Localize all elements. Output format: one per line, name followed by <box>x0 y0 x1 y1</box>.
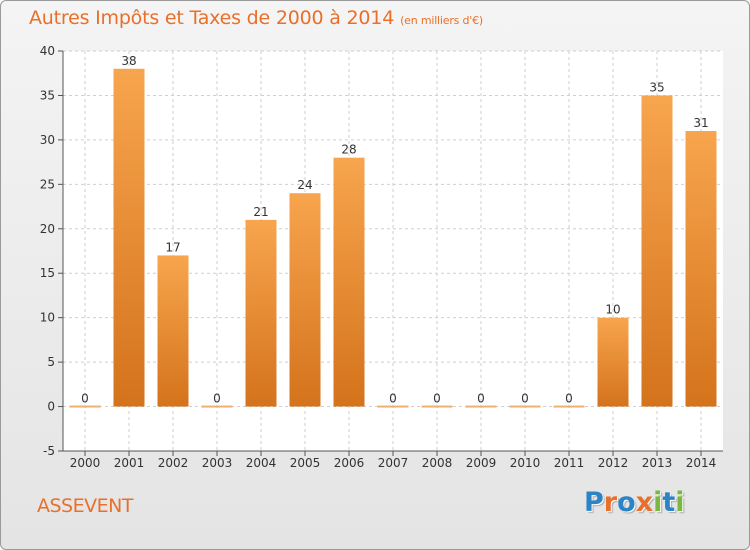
data-label: 31 <box>693 116 708 130</box>
commune-name: ASSEVENT <box>37 495 133 517</box>
x-tick-label: 2012 <box>598 456 629 470</box>
bar <box>245 219 277 407</box>
data-label: 0 <box>213 392 221 406</box>
x-tick-label: 2006 <box>334 456 365 470</box>
bar <box>289 193 321 407</box>
bar <box>69 405 101 408</box>
bars <box>69 68 717 408</box>
x-tick-label: 2005 <box>290 456 321 470</box>
data-label: 0 <box>565 392 573 406</box>
logo-letter: o <box>617 487 636 518</box>
data-label: 0 <box>389 392 397 406</box>
logo-letter: t <box>662 487 676 518</box>
x-tick-label: 2004 <box>246 456 277 470</box>
y-tick-label: 0 <box>47 400 55 414</box>
bar <box>113 68 145 407</box>
bar <box>377 405 409 408</box>
data-label: 17 <box>165 240 180 254</box>
data-label: 0 <box>433 392 441 406</box>
proxiti-logo: Proxiti <box>584 487 685 518</box>
logo-letter: x <box>635 487 654 518</box>
logo-letter: r <box>603 487 618 518</box>
y-tick-label: 20 <box>40 222 55 236</box>
y-tick-label: 15 <box>40 266 55 280</box>
x-tick-label: 2000 <box>70 456 101 470</box>
chart-title-text: Autres Impôts et Taxes de 2000 à 2014 <box>29 7 395 29</box>
bar <box>509 405 541 408</box>
x-tick-label: 2001 <box>114 456 145 470</box>
bar <box>157 255 189 407</box>
data-label: 0 <box>477 392 485 406</box>
x-tick-label: 2013 <box>642 456 673 470</box>
bar <box>333 157 365 407</box>
bar <box>685 131 717 407</box>
y-tick-label: 10 <box>40 311 55 325</box>
bar <box>201 405 233 408</box>
bar <box>641 95 673 407</box>
chart-subtitle: (en milliers d'€) <box>400 14 483 27</box>
bar <box>421 405 453 408</box>
x-tick-label: 2009 <box>466 456 497 470</box>
axes: -5 0 5 10 15 20 25 30 35 40 2000 2001 2002 2003 2004 20… <box>40 44 723 470</box>
data-label: 38 <box>121 54 136 68</box>
y-tick-label: 5 <box>47 355 55 369</box>
data-label: 10 <box>605 303 620 317</box>
x-tick-label: 2011 <box>554 456 585 470</box>
chart-title: Autres Impôts et Taxes de 2000 à 2014 (en… <box>29 7 483 29</box>
x-tick-label: 2003 <box>202 456 233 470</box>
x-tick-label: 2010 <box>510 456 541 470</box>
bar <box>465 405 497 408</box>
bar <box>597 317 629 407</box>
data-label: 28 <box>341 143 356 157</box>
data-labels: 0 38 17 0 21 24 28 0 0 0 0 0 10 35 31 <box>81 54 708 406</box>
x-tick-label: 2007 <box>378 456 409 470</box>
y-tick-label: 25 <box>40 177 55 191</box>
y-tick-label: 30 <box>40 133 55 147</box>
x-tick-label: 2002 <box>158 456 189 470</box>
y-tick-label: 35 <box>40 88 55 102</box>
data-label: 21 <box>253 205 268 219</box>
y-tick-label: 40 <box>40 44 55 58</box>
x-tick-label: 2008 <box>422 456 453 470</box>
logo-letter: P <box>584 487 604 518</box>
logo-letter: i <box>653 487 663 518</box>
data-label: 0 <box>81 392 89 406</box>
x-tick-label: 2014 <box>686 456 717 470</box>
y-tick-label: -5 <box>43 444 55 458</box>
logo-letter: i <box>675 487 685 518</box>
bar <box>553 405 585 408</box>
grid-lines <box>63 50 723 452</box>
data-label: 0 <box>521 392 529 406</box>
data-label: 35 <box>649 80 664 94</box>
data-label: 24 <box>297 178 312 192</box>
